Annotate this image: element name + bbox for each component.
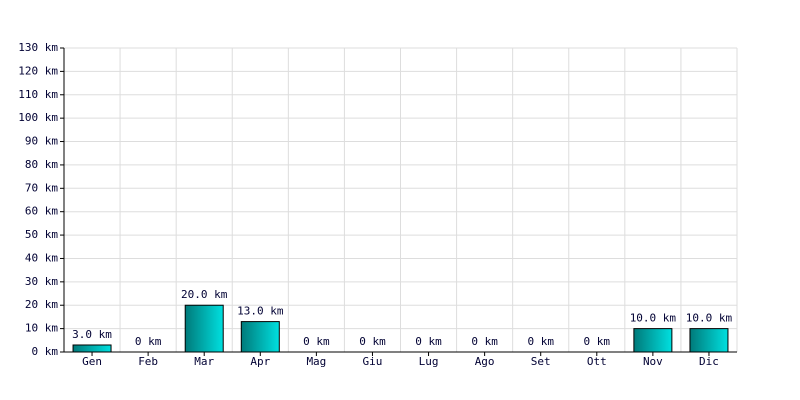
bar: [184, 304, 224, 353]
value-label: 10.0 km: [630, 312, 677, 325]
y-tick-label: 90 km: [25, 135, 58, 148]
x-tick-label: Mar: [194, 355, 214, 368]
y-tick-label: 0 km: [32, 345, 59, 358]
y-tick-label: 30 km: [25, 275, 58, 288]
value-label: 3.0 km: [72, 328, 112, 341]
y-tick-label: 120 km: [18, 64, 58, 77]
value-label: 0 km: [303, 335, 330, 348]
value-label: 0 km: [584, 335, 611, 348]
x-tick-label: Nov: [643, 355, 663, 368]
x-tick-label: Apr: [250, 355, 270, 368]
value-label: 0 km: [415, 335, 442, 348]
bar: [72, 344, 112, 353]
x-tick-label: Ott: [587, 355, 607, 368]
x-tick-label: Lug: [419, 355, 439, 368]
y-tick-label: 130 km: [18, 41, 58, 54]
x-tick-label: Feb: [138, 355, 158, 368]
value-label: 0 km: [135, 335, 162, 348]
x-tick-label: Set: [531, 355, 551, 368]
x-tick-label: Mag: [306, 355, 326, 368]
y-tick-label: 20 km: [25, 298, 58, 311]
x-tick-label: Dic: [699, 355, 719, 368]
x-tick-label: Giu: [363, 355, 383, 368]
value-label: 0 km: [471, 335, 498, 348]
bar: [240, 321, 280, 353]
y-tick-label: 40 km: [25, 251, 58, 264]
value-label: 0 km: [527, 335, 554, 348]
value-label: 0 km: [359, 335, 386, 348]
y-tick-label: 80 km: [25, 158, 58, 171]
bar: [633, 328, 673, 353]
bar: [689, 328, 729, 353]
value-label: 20.0 km: [181, 288, 228, 301]
y-tick-label: 110 km: [18, 88, 58, 101]
x-tick-label: Gen: [82, 355, 102, 368]
y-tick-label: 50 km: [25, 228, 58, 241]
value-label: 10.0 km: [686, 312, 733, 325]
y-tick-label: 60 km: [25, 205, 58, 218]
x-tick-label: Ago: [475, 355, 495, 368]
y-tick-label: 100 km: [18, 111, 58, 124]
y-tick-label: 10 km: [25, 322, 58, 335]
y-tick-label: 70 km: [25, 181, 58, 194]
value-label: 13.0 km: [237, 305, 284, 318]
